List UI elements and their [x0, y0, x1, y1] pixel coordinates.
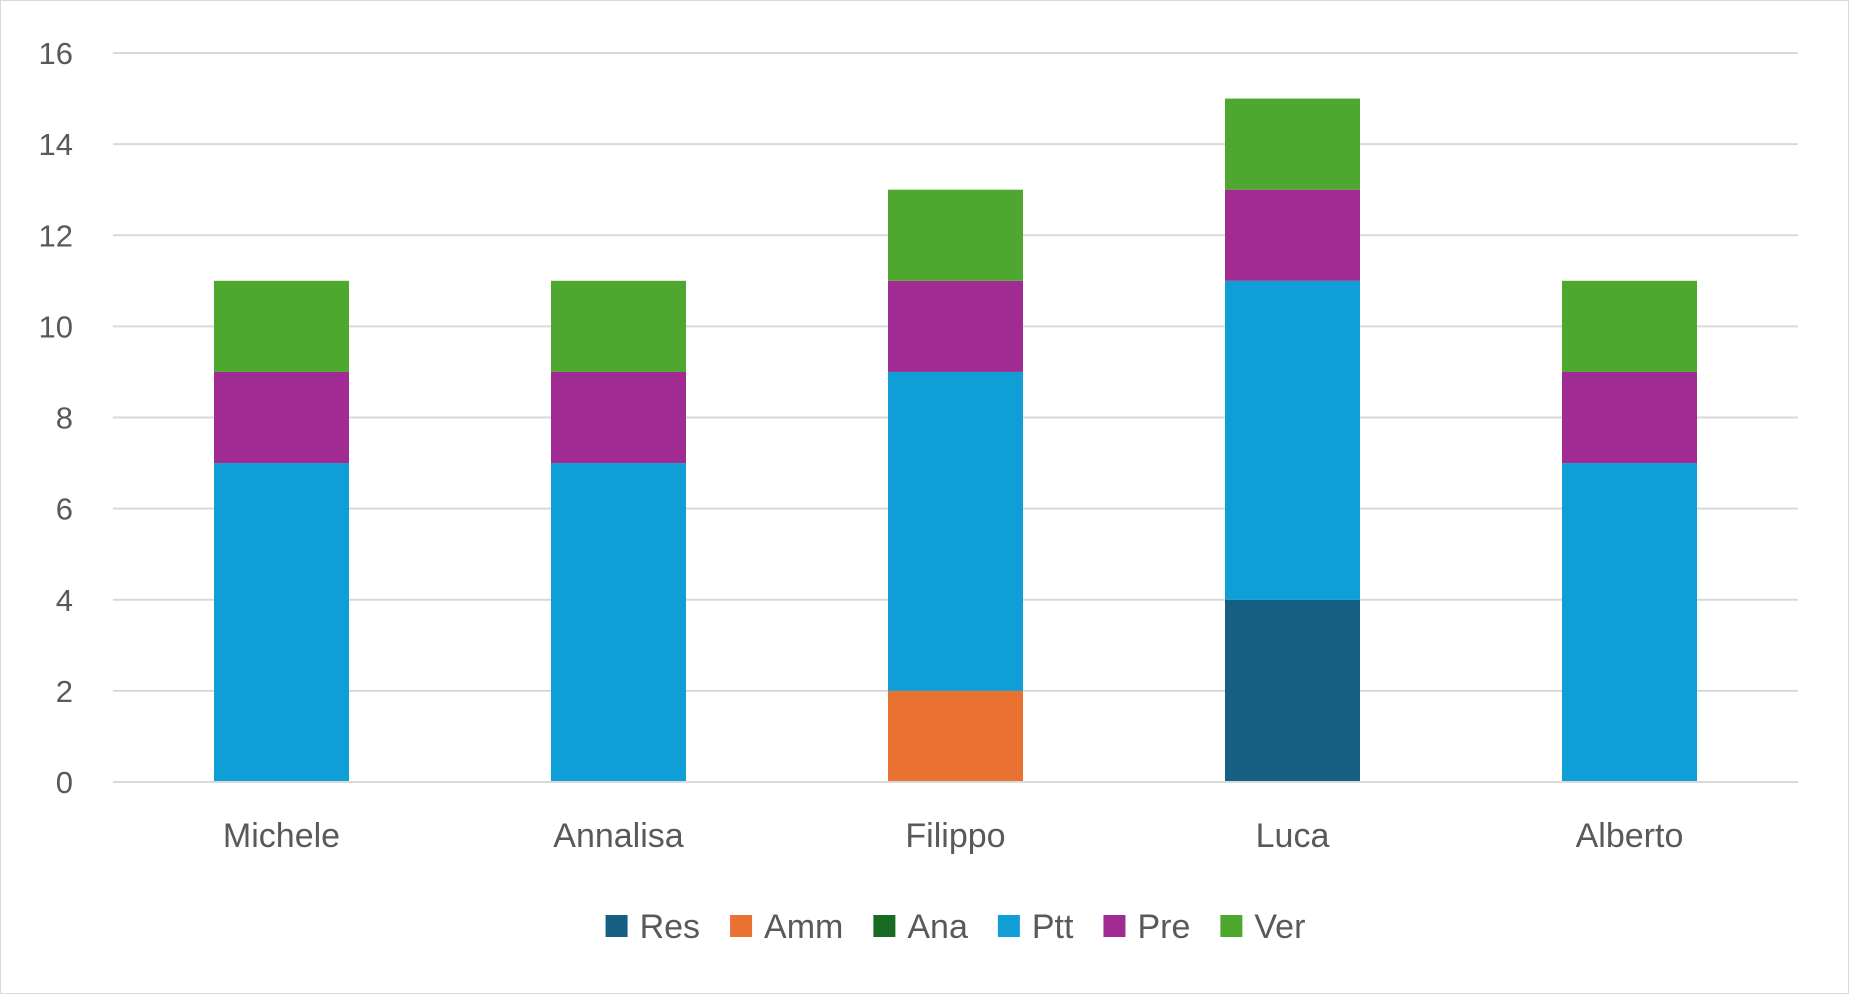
y-tick-label: 8: [56, 401, 73, 436]
category-label: Luca: [1256, 817, 1330, 855]
category-label: Alberto: [1576, 817, 1684, 855]
bar-segment-ptt-annalisa: [551, 463, 686, 782]
legend-item-pre: Pre: [1103, 908, 1190, 946]
bar-segment-ver-alberto: [1562, 280, 1697, 372]
legend-swatch: [730, 915, 753, 937]
bar-segment-pre-alberto: [1562, 371, 1697, 464]
legend: Res Amm Ana Ptt Pre Ver: [605, 908, 1305, 946]
category-label: Michele: [223, 817, 340, 855]
legend-label: Ana: [907, 908, 968, 946]
legend-label: Res: [640, 908, 700, 946]
legend-swatch: [997, 915, 1020, 937]
y-tick-label: 10: [39, 309, 73, 344]
y-axis-ticks: 0 2 4 6 8 10 12 14 16: [39, 36, 73, 800]
legend-item-ana: Ana: [873, 908, 968, 946]
y-tick-label: 16: [39, 36, 73, 71]
y-tick-label: 4: [56, 583, 73, 618]
legend-swatch: [1103, 915, 1126, 937]
bar-segment-res-luca: [1225, 599, 1360, 782]
bar-segment-ptt-luca: [1225, 280, 1360, 600]
bar-segment-ver-luca: [1225, 98, 1360, 190]
bar-segment-ver-michele: [214, 280, 349, 372]
legend-label: Amm: [764, 908, 843, 946]
category-label: Filippo: [905, 817, 1005, 855]
bar-segment-ver-annalisa: [551, 280, 686, 372]
legend-swatch: [1220, 915, 1243, 937]
legend-swatch: [873, 915, 896, 937]
legend-label: Ver: [1254, 908, 1305, 946]
bars: [214, 98, 1697, 782]
legend-label: Pre: [1137, 908, 1190, 946]
category-label: Annalisa: [553, 817, 684, 855]
legend-swatch: [605, 915, 628, 937]
bar-segment-pre-michele: [214, 371, 349, 464]
bar-segment-ptt-filippo: [888, 371, 1023, 691]
bar-segment-pre-annalisa: [551, 371, 686, 464]
legend-item-ptt: Ptt: [997, 908, 1074, 946]
bar-segment-ver-filippo: [888, 189, 1023, 281]
y-tick-label: 2: [56, 674, 73, 709]
bar-segment-ptt-michele: [214, 463, 349, 782]
y-tick-label: 6: [56, 492, 73, 527]
x-axis-labels: Michele Annalisa Filippo Luca Alberto: [223, 817, 1683, 855]
bar-segment-ptt-alberto: [1562, 463, 1697, 782]
bar-segment-pre-filippo: [888, 280, 1023, 372]
y-tick-label: 14: [39, 127, 73, 162]
legend-label: Ptt: [1032, 908, 1074, 946]
y-tick-label: 0: [56, 765, 73, 800]
legend-item-res: Res: [605, 908, 700, 946]
bar-segment-pre-luca: [1225, 189, 1360, 281]
bar-segment-amm-filippo: [888, 690, 1023, 782]
legend-item-amm: Amm: [730, 908, 843, 946]
y-tick-label: 12: [39, 218, 73, 253]
legend-item-ver: Ver: [1220, 908, 1305, 946]
